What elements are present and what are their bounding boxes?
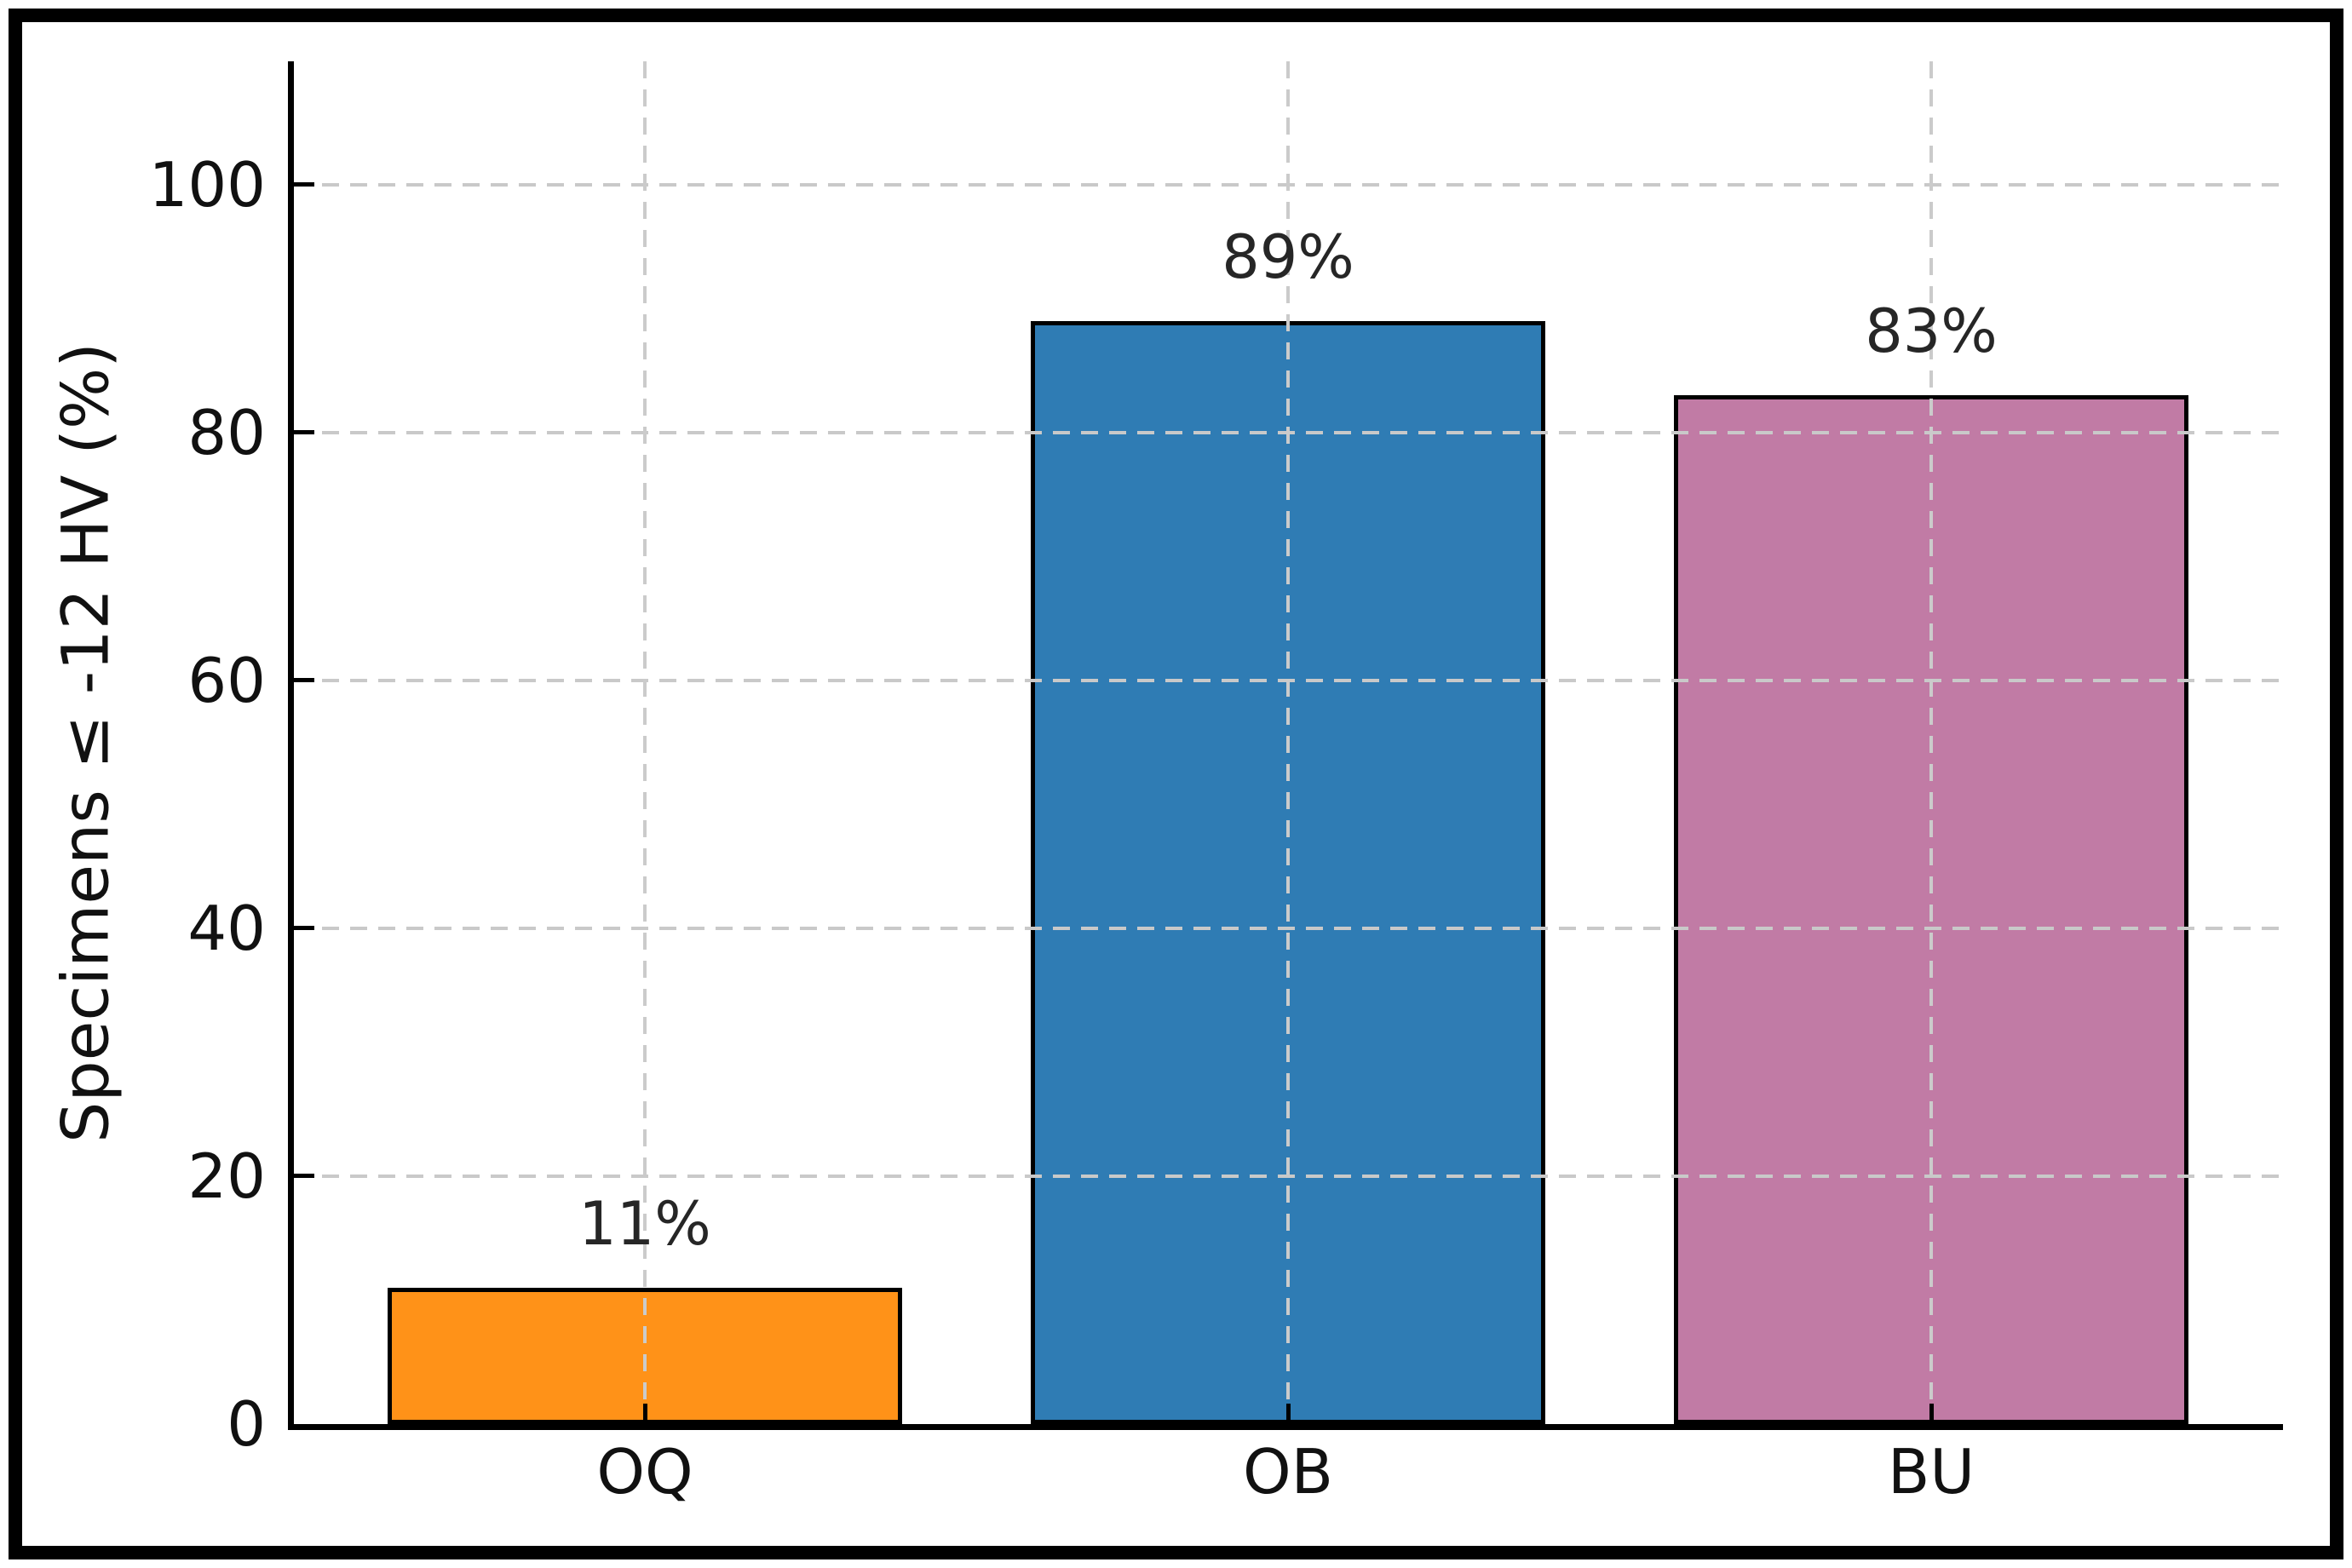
x-gridline-ob — [1286, 61, 1290, 1424]
y-tick-label-40: 40 — [187, 893, 266, 964]
x-gridline-bu — [1929, 61, 1933, 1424]
x-tick-mark-bu — [1929, 1404, 1934, 1424]
bar-value-label-bu: 83% — [1865, 296, 1998, 366]
x-tick-label-ob: OB — [1242, 1436, 1334, 1508]
y-tick-mark-60 — [294, 678, 314, 682]
x-gridline-oq — [643, 61, 647, 1424]
y-tick-mark-100 — [294, 182, 314, 187]
y-tick-label-60: 60 — [187, 645, 266, 716]
y-tick-label-80: 80 — [187, 397, 266, 468]
y-tick-mark-20 — [294, 1174, 314, 1178]
y-tick-label-100: 100 — [148, 149, 266, 221]
y-tick-mark-40 — [294, 926, 314, 930]
y-tick-mark-80 — [294, 430, 314, 434]
y-tick-label-20: 20 — [187, 1140, 266, 1212]
x-tick-label-oq: OQ — [596, 1436, 693, 1508]
x-tick-label-bu: BU — [1887, 1436, 1975, 1508]
bar-value-label-oq: 11% — [578, 1189, 711, 1259]
plot-area: 11% 89% 83% — [288, 61, 2283, 1430]
x-tick-mark-oq — [643, 1404, 647, 1424]
y-axis-label: Specimens ≤ -12 HV (%) — [47, 342, 124, 1143]
bar-value-label-ob: 89% — [1222, 222, 1354, 292]
x-tick-mark-ob — [1286, 1404, 1291, 1424]
y-tick-label-0: 0 — [227, 1388, 266, 1460]
